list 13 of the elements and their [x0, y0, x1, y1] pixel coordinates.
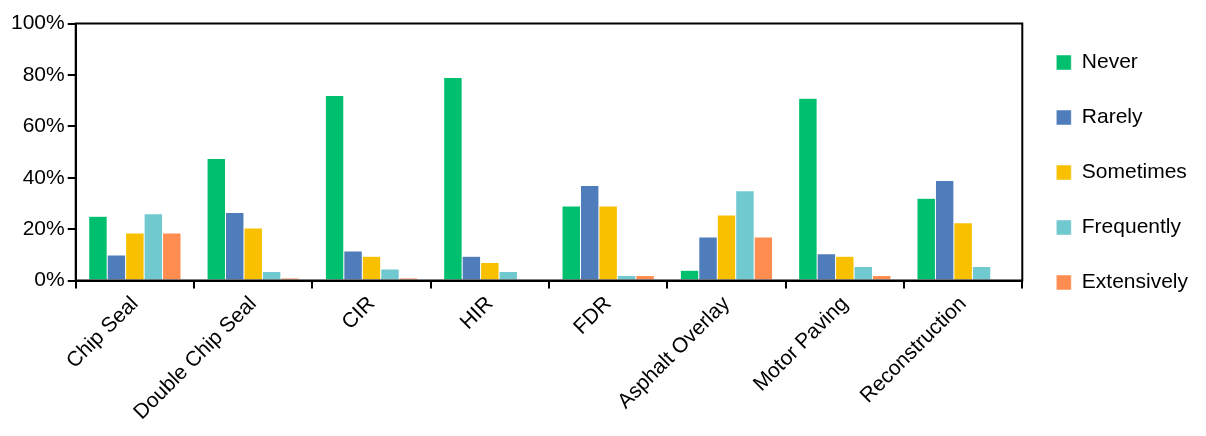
y-tick-label: 40%: [22, 164, 65, 188]
legend-label: Frequently: [1081, 214, 1182, 238]
y-tick-label: 80%: [22, 61, 65, 85]
y-tick-label: 0%: [34, 267, 65, 291]
x-tick-label: HIR: [454, 291, 497, 334]
y-tick-label: 20%: [22, 216, 65, 240]
legend-label: Sometimes: [1081, 159, 1187, 183]
legend-label: Rarely: [1081, 104, 1143, 128]
legend-label: Never: [1081, 49, 1138, 73]
legend-label: Extensively: [1081, 269, 1189, 293]
y-tick-label: 100%: [10, 10, 65, 34]
x-tick-label: CIR: [336, 291, 379, 334]
y-tick-label: 60%: [22, 113, 65, 137]
